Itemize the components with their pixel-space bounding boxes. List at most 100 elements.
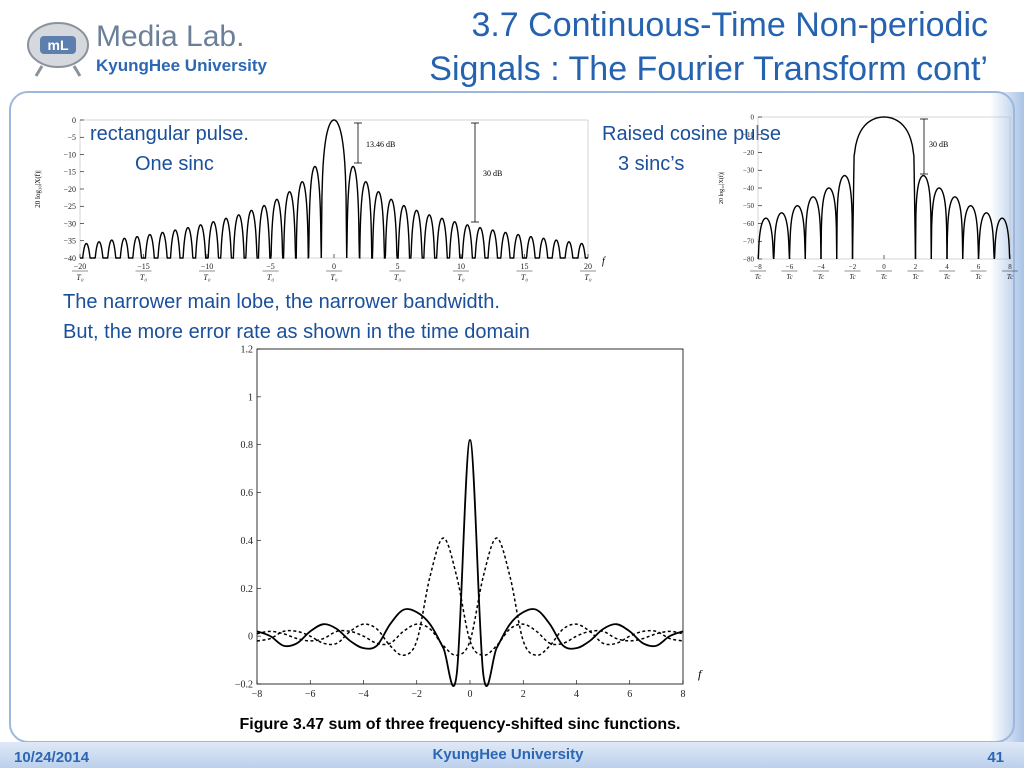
y-tick-label: −5: [67, 133, 76, 142]
lobe: [194, 224, 207, 259]
lobe: [788, 205, 806, 260]
x-tick-label: −8: [754, 263, 762, 271]
y-tick-label: −20: [63, 185, 76, 194]
x-tick-label: 6: [977, 263, 981, 271]
lobe: [168, 229, 182, 259]
y-tick-label: −30: [63, 219, 76, 228]
lobe: [804, 196, 822, 260]
footer-bar: [0, 742, 1024, 768]
lobe: [930, 187, 948, 260]
x-tick-label: 2: [914, 263, 918, 271]
y-tick-label: 0.8: [241, 440, 254, 451]
lobe: [575, 242, 588, 259]
footer-page: 41: [987, 749, 1004, 766]
x-tick-label: −10: [201, 262, 214, 271]
logo: mL: [27, 22, 89, 77]
caption: Figure 3.47 sum of three frequency-shift…: [240, 716, 681, 733]
slide-title: Signals : The Fourier Transform cont’: [429, 50, 988, 88]
x-tick-label: −4: [358, 689, 369, 700]
annotation: 13.46 dB: [366, 140, 395, 149]
y-tick-label: −70: [743, 238, 754, 246]
footer-university: KyungHee University: [433, 746, 585, 763]
lobe: [435, 217, 449, 259]
y-tick-label: −60: [743, 220, 754, 228]
x-tick-label: 0: [468, 689, 473, 700]
lobe: [977, 212, 995, 260]
y-tick-label: −40: [63, 254, 76, 263]
x-tick-denominator: T₀: [203, 273, 210, 282]
y-tick-label: −25: [63, 202, 76, 211]
lobe: [836, 174, 854, 260]
x-tick-label: −4: [817, 263, 825, 271]
annotation: 30 dB: [483, 169, 502, 178]
x-tick-denominator: Tc: [818, 273, 825, 281]
lobe: [820, 187, 838, 260]
x-tick-denominator: Tc: [881, 273, 888, 281]
y-axis-label: 20 log₁₀|X(f)|: [34, 170, 42, 207]
lobe: [295, 181, 309, 259]
lobe: [962, 205, 980, 260]
x-tick-label: −2: [849, 263, 857, 271]
x-tick-label: 4: [574, 689, 579, 700]
lobe: [524, 235, 538, 259]
x-tick-denominator: T₀: [267, 273, 274, 282]
lobe: [80, 242, 93, 259]
x-tick-denominator: T₀: [140, 273, 147, 282]
x-axis-label: f: [602, 256, 606, 267]
lobe: [156, 231, 169, 259]
lobe: [537, 237, 550, 259]
lab-university: KyungHee University: [96, 56, 268, 75]
x-tick-denominator: Tc: [944, 273, 951, 281]
lobe: [946, 196, 964, 260]
lobe: [143, 233, 157, 259]
y-tick-label: −10: [63, 150, 76, 159]
footer-date: 10/24/2014: [14, 749, 90, 766]
lab-name: Media Lab.: [96, 20, 244, 53]
x-tick-denominator: Tc: [975, 273, 982, 281]
x-tick-label: 20: [584, 262, 592, 271]
slide-title: 3.7 Continuous-Time Non-periodic: [471, 6, 988, 44]
y-tick-label: 0.4: [241, 536, 254, 547]
chart: 0 −10 −20 −30 −40 −50 −60 −70 −80−8 Tc −6 Tc −4 Tc −2 T…: [718, 113, 1018, 281]
line-series: [256, 439, 684, 687]
x-tick-label: −6: [786, 263, 794, 271]
lobe: [499, 231, 512, 259]
x-tick-label: 8: [681, 689, 686, 700]
x-tick-label: 2: [521, 689, 526, 700]
x-tick-label: 15: [521, 262, 529, 271]
edge-shade: [990, 92, 1024, 742]
line-series: [256, 537, 684, 657]
chart: −0.2 0 0.2 0.4 0.6 0.8 1 1.2 −8 −6 −4 −2 0 2 4 6 8 f: [235, 345, 703, 701]
x-axis-label: f: [698, 667, 703, 681]
x-tick-label: −2: [411, 689, 422, 700]
x-tick-label: −5: [266, 262, 275, 271]
x-tick-label: −8: [252, 689, 263, 700]
lobe: [851, 116, 917, 260]
x-tick-label: 6: [627, 689, 632, 700]
lobe: [993, 217, 1011, 260]
y-axis-label: 20 log₁₀|X(f)|: [718, 172, 725, 204]
x-tick-label: −15: [137, 262, 150, 271]
x-tick-denominator: Tc: [1007, 273, 1014, 281]
lobe: [207, 221, 220, 259]
note: But, the more error rate as shown in the…: [63, 321, 530, 343]
lobe: [473, 226, 487, 259]
chart-label: 3 sinc’s: [618, 153, 684, 175]
y-tick-label: −15: [63, 168, 76, 177]
lobe: [461, 224, 474, 259]
x-tick-denominator: Tc: [755, 273, 762, 281]
y-tick-label: −40: [743, 184, 754, 192]
lobe: [914, 174, 932, 260]
x-tick-label: 0: [882, 263, 886, 271]
lobe: [232, 214, 246, 259]
note: The narrower main lobe, the narrower ban…: [63, 291, 500, 313]
chart-label: Raised cosine pulse: [602, 123, 781, 145]
lobe: [320, 119, 348, 259]
x-tick-denominator: T₀: [521, 273, 528, 282]
lobe: [257, 204, 271, 259]
chart-label: One sinc: [135, 153, 214, 175]
y-tick-label: −20: [743, 149, 754, 157]
lobe: [562, 241, 576, 259]
lobe: [346, 165, 361, 259]
